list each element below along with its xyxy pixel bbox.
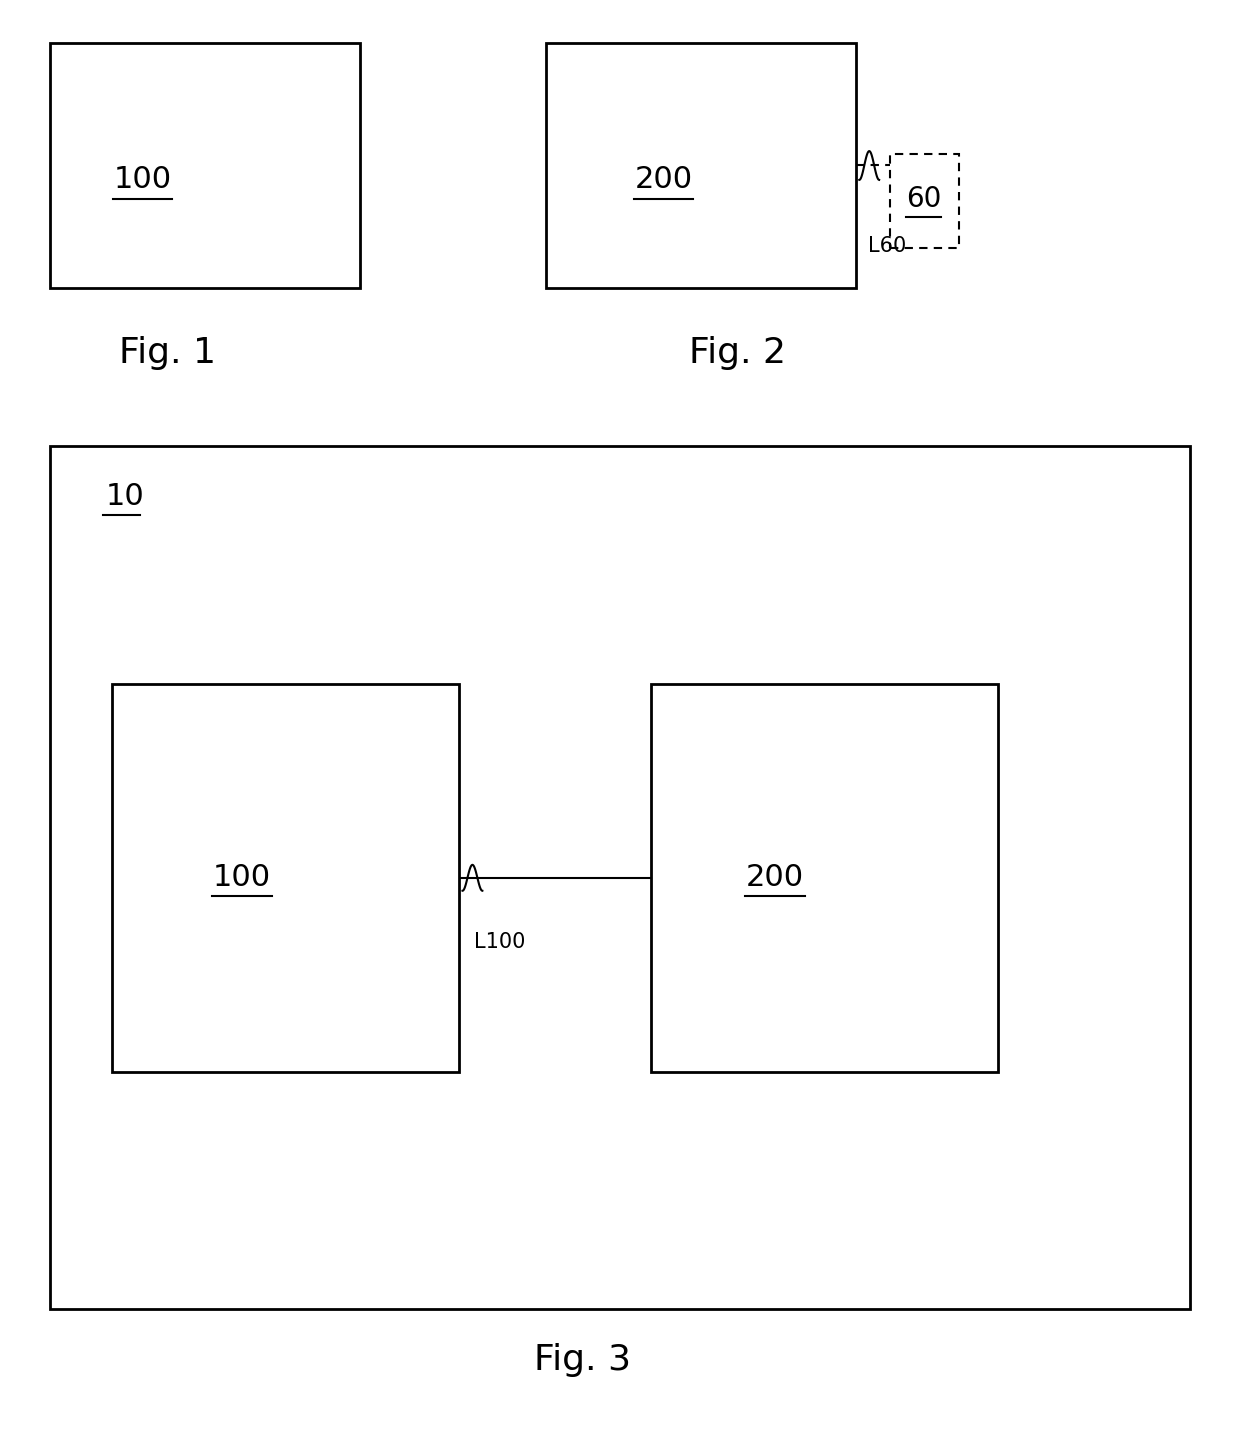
Text: 60: 60: [906, 184, 941, 213]
FancyBboxPatch shape: [890, 154, 959, 248]
Text: 100: 100: [114, 165, 171, 194]
FancyBboxPatch shape: [651, 684, 998, 1072]
Text: Fig. 2: Fig. 2: [689, 335, 786, 370]
Text: 200: 200: [635, 165, 692, 194]
FancyBboxPatch shape: [50, 446, 1190, 1309]
Text: 100: 100: [213, 863, 270, 892]
Text: 10: 10: [105, 482, 144, 511]
Text: L60: L60: [868, 236, 906, 256]
FancyBboxPatch shape: [50, 43, 360, 288]
Text: Fig. 3: Fig. 3: [534, 1343, 631, 1377]
Text: L100: L100: [474, 932, 525, 953]
FancyBboxPatch shape: [112, 684, 459, 1072]
Text: 200: 200: [746, 863, 804, 892]
Text: Fig. 1: Fig. 1: [119, 335, 216, 370]
FancyBboxPatch shape: [546, 43, 856, 288]
